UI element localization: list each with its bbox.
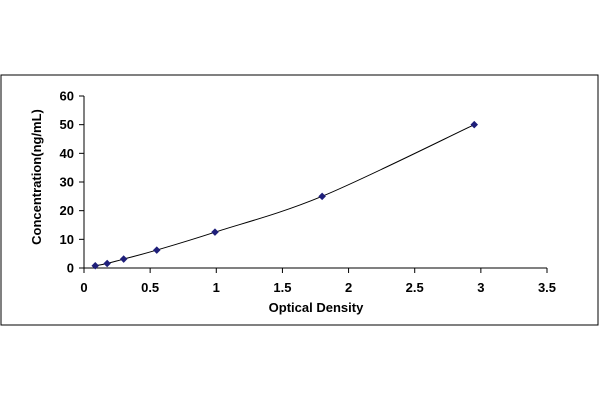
axes-layer: 0 10 20 30 40 50 60 0 0.5 1 1.5 2 2.5 3 3.5	[60, 89, 557, 296]
data-point-0	[91, 261, 100, 270]
x-tick-label-3: 1.5	[273, 280, 291, 295]
y-tick-label-5: 50	[60, 117, 74, 132]
y-tick-label-2: 20	[60, 203, 74, 218]
data-point-2	[119, 255, 128, 263]
data-point-3	[152, 246, 161, 254]
y-tick-label-6: 60	[60, 89, 74, 104]
series-layer	[91, 120, 479, 270]
x-tick-label-6: 3	[477, 280, 484, 295]
x-tick-label-1: 0.5	[141, 280, 159, 295]
x-tick-label-2: 1	[213, 280, 220, 295]
data-point-4	[211, 228, 219, 236]
data-point-5	[318, 192, 326, 201]
x-tick-label-4: 2	[345, 280, 352, 295]
x-axis-title: Optical Density	[269, 300, 364, 315]
x-tick-label-7: 3.5	[538, 280, 556, 295]
y-axis-title: Concentration(ng/mL)	[29, 109, 44, 245]
y-tick-label-4: 40	[60, 146, 74, 161]
outer-frame	[0, 74, 599, 326]
data-point-1	[103, 259, 111, 268]
x-tick-label-5: 2.5	[406, 280, 424, 295]
data-point-6	[470, 120, 479, 129]
y-tick-label-0: 0	[67, 261, 74, 276]
x-tick-label-0: 0	[80, 280, 87, 295]
y-tick-label-1: 10	[60, 232, 74, 247]
y-tick-label-3: 30	[60, 175, 74, 190]
